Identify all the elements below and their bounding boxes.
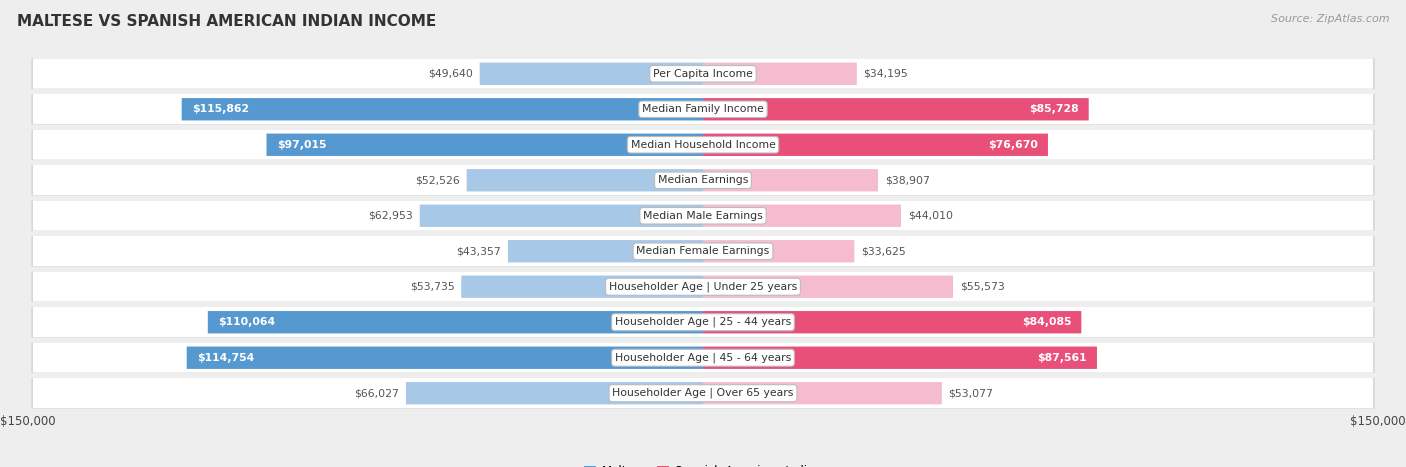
Text: $66,027: $66,027 [354, 388, 399, 398]
Text: Median Family Income: Median Family Income [643, 104, 763, 114]
FancyBboxPatch shape [31, 271, 1375, 302]
FancyBboxPatch shape [187, 347, 703, 369]
Text: $52,526: $52,526 [415, 175, 460, 185]
Text: Householder Age | 45 - 64 years: Householder Age | 45 - 64 years [614, 353, 792, 363]
Text: $49,640: $49,640 [427, 69, 472, 79]
Text: MALTESE VS SPANISH AMERICAN INDIAN INCOME: MALTESE VS SPANISH AMERICAN INDIAN INCOM… [17, 14, 436, 29]
Text: $62,953: $62,953 [368, 211, 413, 221]
Text: $115,862: $115,862 [191, 104, 249, 114]
Legend: Maltese, Spanish American Indian: Maltese, Spanish American Indian [579, 460, 827, 467]
FancyBboxPatch shape [208, 311, 703, 333]
FancyBboxPatch shape [32, 165, 1374, 195]
FancyBboxPatch shape [32, 58, 1374, 89]
Text: $34,195: $34,195 [863, 69, 908, 79]
FancyBboxPatch shape [31, 94, 1375, 125]
Text: Median Earnings: Median Earnings [658, 175, 748, 185]
FancyBboxPatch shape [31, 165, 1375, 196]
FancyBboxPatch shape [31, 200, 1375, 231]
Text: $43,357: $43,357 [457, 246, 501, 256]
FancyBboxPatch shape [32, 271, 1374, 302]
Text: Median Female Earnings: Median Female Earnings [637, 246, 769, 256]
Text: Householder Age | 25 - 44 years: Householder Age | 25 - 44 years [614, 317, 792, 327]
FancyBboxPatch shape [703, 205, 901, 227]
FancyBboxPatch shape [31, 342, 1375, 373]
Text: $53,077: $53,077 [949, 388, 994, 398]
FancyBboxPatch shape [181, 98, 703, 120]
FancyBboxPatch shape [31, 129, 1375, 160]
Text: $97,015: $97,015 [277, 140, 326, 150]
FancyBboxPatch shape [467, 169, 703, 191]
FancyBboxPatch shape [32, 129, 1374, 160]
Text: Householder Age | Under 25 years: Householder Age | Under 25 years [609, 282, 797, 292]
FancyBboxPatch shape [703, 134, 1047, 156]
FancyBboxPatch shape [267, 134, 703, 156]
FancyBboxPatch shape [406, 382, 703, 404]
FancyBboxPatch shape [508, 240, 703, 262]
FancyBboxPatch shape [703, 276, 953, 298]
FancyBboxPatch shape [703, 63, 856, 85]
Text: $85,728: $85,728 [1029, 104, 1078, 114]
FancyBboxPatch shape [703, 382, 942, 404]
FancyBboxPatch shape [703, 169, 879, 191]
FancyBboxPatch shape [31, 307, 1375, 338]
FancyBboxPatch shape [32, 94, 1374, 124]
Text: Source: ZipAtlas.com: Source: ZipAtlas.com [1271, 14, 1389, 24]
Text: $110,064: $110,064 [218, 317, 276, 327]
FancyBboxPatch shape [31, 58, 1375, 89]
FancyBboxPatch shape [703, 311, 1081, 333]
FancyBboxPatch shape [32, 200, 1374, 231]
Text: $84,085: $84,085 [1022, 317, 1071, 327]
FancyBboxPatch shape [32, 307, 1374, 337]
FancyBboxPatch shape [703, 347, 1097, 369]
Text: Per Capita Income: Per Capita Income [652, 69, 754, 79]
Text: Householder Age | Over 65 years: Householder Age | Over 65 years [612, 388, 794, 398]
Text: Median Household Income: Median Household Income [630, 140, 776, 150]
FancyBboxPatch shape [32, 342, 1374, 373]
FancyBboxPatch shape [420, 205, 703, 227]
Text: $38,907: $38,907 [884, 175, 929, 185]
FancyBboxPatch shape [31, 378, 1375, 409]
Text: $33,625: $33,625 [860, 246, 905, 256]
Text: $114,754: $114,754 [197, 353, 254, 363]
Text: $55,573: $55,573 [960, 282, 1004, 292]
Text: $87,561: $87,561 [1038, 353, 1087, 363]
FancyBboxPatch shape [31, 236, 1375, 267]
Text: Median Male Earnings: Median Male Earnings [643, 211, 763, 221]
FancyBboxPatch shape [32, 236, 1374, 266]
FancyBboxPatch shape [703, 240, 855, 262]
Text: $53,735: $53,735 [409, 282, 454, 292]
Text: $76,670: $76,670 [988, 140, 1038, 150]
Text: $44,010: $44,010 [908, 211, 953, 221]
FancyBboxPatch shape [703, 98, 1088, 120]
FancyBboxPatch shape [32, 378, 1374, 408]
FancyBboxPatch shape [479, 63, 703, 85]
FancyBboxPatch shape [461, 276, 703, 298]
